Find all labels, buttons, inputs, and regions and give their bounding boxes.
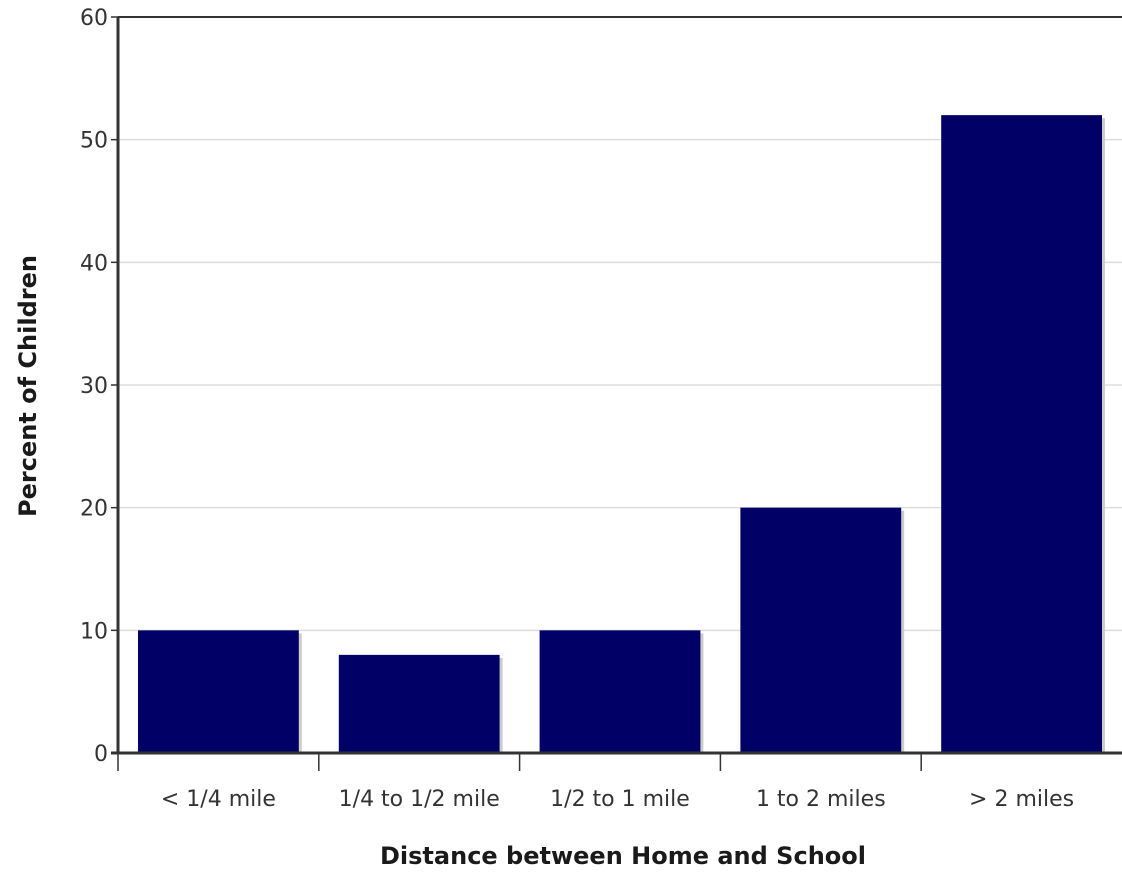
bar <box>338 654 500 753</box>
x-axis-title: Distance between Home and School <box>380 842 866 870</box>
bar <box>539 630 701 753</box>
y-tick-label: 30 <box>80 374 108 399</box>
axes <box>111 16 1122 771</box>
bars <box>138 115 1105 754</box>
x-tick-label: 1/4 to 1/2 mile <box>339 787 500 812</box>
bar <box>138 630 299 753</box>
y-tick-label: 10 <box>80 619 108 644</box>
x-tick-label: 1/2 to 1 mile <box>550 787 690 812</box>
y-tick-label: 60 <box>80 6 108 31</box>
y-axis-title: Percent of Children <box>14 255 42 517</box>
y-tick-labels: 0 10 20 30 40 50 60 <box>80 6 108 767</box>
bar <box>740 507 902 753</box>
bar <box>941 115 1102 754</box>
x-tick-label: > 2 miles <box>969 787 1074 812</box>
y-tick-label: 40 <box>80 251 108 276</box>
y-tick-label: 20 <box>80 497 108 522</box>
y-tick-label: 0 <box>94 742 108 767</box>
x-tick-label: 1 to 2 miles <box>756 787 886 812</box>
y-tick-label: 50 <box>80 129 108 154</box>
x-tick-label: < 1/4 mile <box>161 787 276 812</box>
x-tick-labels: < 1/4 mile 1/4 to 1/2 mile 1/2 to 1 mile 1 … <box>161 787 1074 812</box>
